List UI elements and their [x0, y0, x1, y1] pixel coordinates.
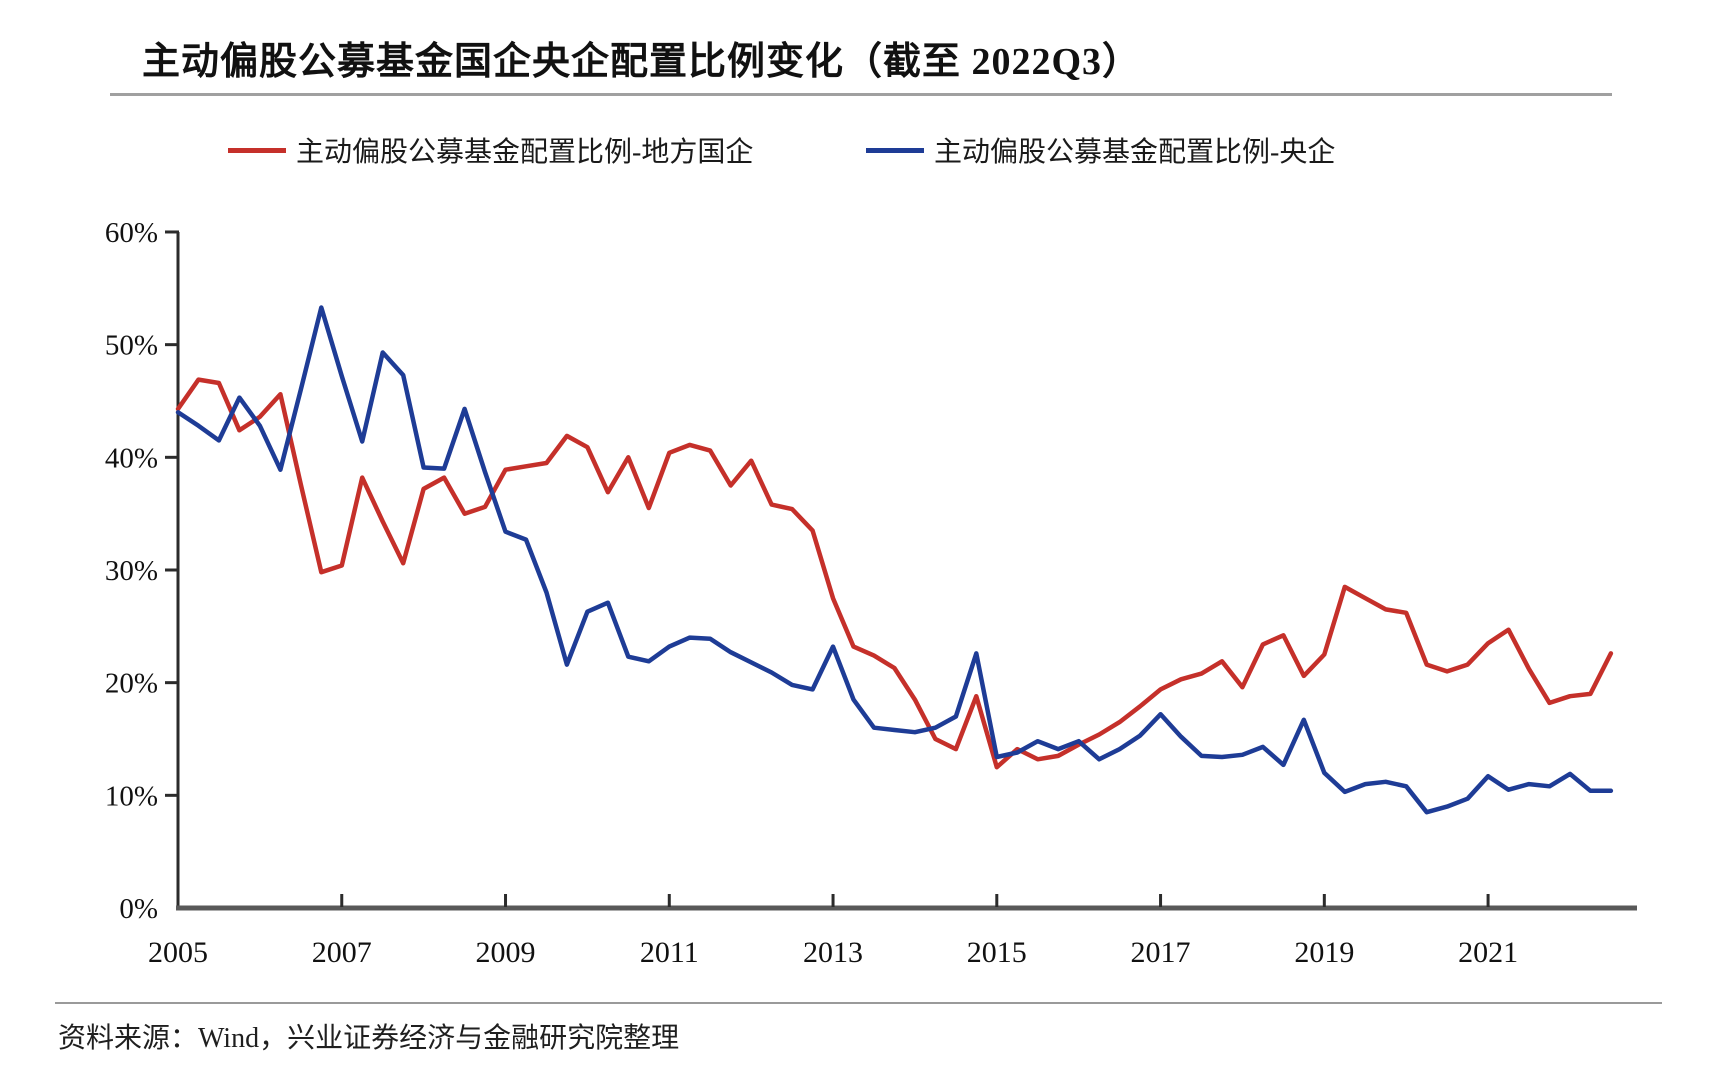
x-tick-label: 2019: [1294, 936, 1354, 969]
chart-title: 主动偏股公募基金国企央企配置比例变化（截至 2022Q3）: [142, 41, 1142, 83]
x-tick-label: 2007: [312, 936, 372, 969]
title-divider: [110, 93, 1612, 96]
y-tick-label: 20%: [105, 668, 158, 700]
y-tick-label: 30%: [105, 555, 158, 587]
legend-item-local-soe: 主动偏股公募基金配置比例-地方国企: [228, 130, 753, 170]
series-line-local-soe: [175, 377, 1614, 770]
x-tick-label: 2017: [1131, 936, 1191, 969]
x-tick-label: 2013: [803, 936, 863, 969]
y-tick-label: 40%: [105, 442, 158, 474]
legend-label-central-soe: 主动偏股公募基金配置比例-央企: [934, 137, 1336, 168]
x-tick-label: 2021: [1458, 936, 1518, 969]
x-tick-label: 2011: [640, 936, 699, 969]
y-tick-label: 50%: [105, 330, 158, 362]
x-tick-label: 2015: [967, 936, 1027, 969]
chart-legend: 主动偏股公募基金配置比例-地方国企 主动偏股公募基金配置比例-央企: [0, 130, 1719, 170]
y-tick-label: 10%: [105, 780, 158, 812]
legend-item-central-soe: 主动偏股公募基金配置比例-央企: [866, 130, 1335, 170]
legend-label-local-soe: 主动偏股公募基金配置比例-地方国企: [296, 137, 754, 168]
y-tick-label: 0%: [119, 893, 158, 925]
x-tick-label: 2009: [476, 936, 536, 969]
y-tick-label: 60%: [105, 217, 158, 249]
source-note: 资料来源：Wind，兴业证券经济与金融研究院整理: [58, 1023, 680, 1054]
series-line-central-soe: [175, 305, 1614, 815]
x-tick-label: 2005: [148, 936, 208, 969]
legend-line-swatch-central-soe: [866, 147, 924, 153]
legend-line-swatch-local-soe: [228, 147, 286, 153]
source-divider: [55, 1002, 1662, 1004]
